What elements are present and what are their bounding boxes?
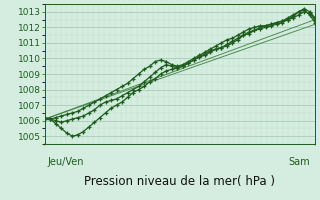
Text: Sam: Sam [288,157,310,167]
Text: Jeu/Ven: Jeu/Ven [47,157,84,167]
Text: Pression niveau de la mer( hPa ): Pression niveau de la mer( hPa ) [84,175,276,188]
